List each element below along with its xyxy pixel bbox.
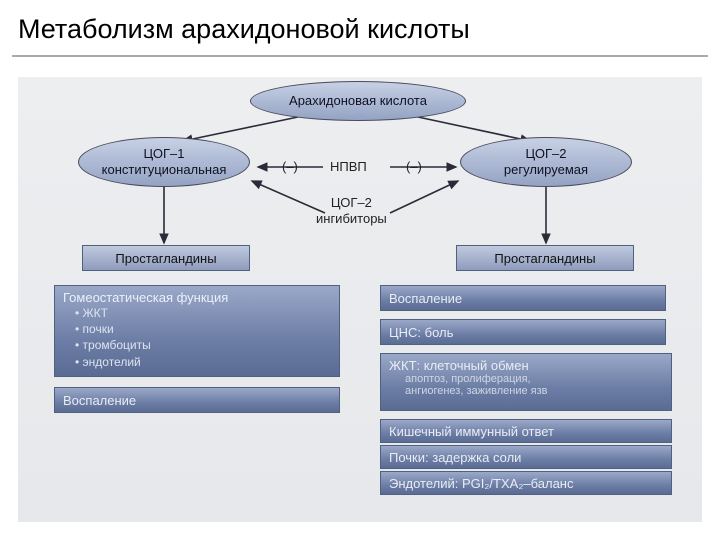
node-pg-right: Простагландины — [456, 245, 634, 271]
node-cox1: ЦОГ–1 конституциональная — [78, 137, 250, 187]
node-pg-right-label: Простагландины — [494, 251, 595, 266]
inflammation-left-label: Воспаление — [63, 393, 136, 408]
homeo-item-2: • почки — [75, 322, 114, 336]
node-arachidonic-label: Арахидоновая кислота — [289, 93, 427, 109]
node-cns-pain: ЦНС: боль — [380, 319, 666, 345]
gi-sub1: апоптоз, пролиферация, — [389, 373, 531, 385]
inflammation-right-label: Воспаление — [389, 291, 462, 306]
kidney-label: Почки: задержка соли — [389, 450, 521, 465]
gut-immune-label: Кишечный иммунный ответ — [389, 424, 554, 439]
node-cox1-line2: конституциональная — [102, 162, 227, 178]
node-endothelium: Эндотелий: PGI₂/TXA₂–баланс — [380, 471, 672, 495]
gi-sub2: ангиогенез, заживление язв — [389, 385, 548, 397]
cns-label: ЦНС: боль — [389, 325, 453, 340]
page-title: Метаболизм арахидоновой кислоты — [0, 0, 720, 55]
node-cox1-line1: ЦОГ–1 — [144, 146, 185, 162]
homeo-item-1: • ЖКТ — [75, 306, 108, 320]
title-divider — [12, 55, 708, 57]
node-gut-immune: Кишечный иммунный ответ — [380, 419, 672, 443]
label-cox2-inh-line2: ингибиторы — [316, 211, 387, 226]
homeo-item-3: • тромбоциты — [75, 338, 151, 352]
label-minus-left: (–) — [282, 159, 298, 174]
node-pg-left: Простагландины — [82, 245, 250, 271]
label-minus-right: (–) — [406, 159, 422, 174]
node-homeostatic: Гомеостатическая функция • ЖКТ • почки •… — [54, 285, 340, 377]
node-inflammation-right: Воспаление — [380, 285, 666, 311]
label-nsaid: НПВП — [330, 159, 367, 174]
diagram-canvas: Арахидоновая кислота ЦОГ–1 конституциона… — [18, 77, 702, 522]
node-cox2-line1: ЦОГ–2 — [526, 146, 567, 162]
node-arachidonic: Арахидоновая кислота — [250, 81, 466, 121]
endo-label: Эндотелий: PGI₂/TXA₂–баланс — [389, 476, 573, 491]
homeo-title: Гомеостатическая функция — [63, 290, 228, 305]
homeo-item-4: • эндотелий — [75, 355, 141, 369]
gi-title: ЖКТ: клеточный обмен — [389, 358, 529, 373]
node-cox2: ЦОГ–2 регулируемая — [460, 137, 632, 187]
label-cox2-inh-line1: ЦОГ–2 — [331, 195, 372, 210]
node-kidney: Почки: задержка соли — [380, 445, 672, 469]
node-cox2-line2: регулируемая — [504, 162, 588, 178]
node-gi-turnover: ЖКТ: клеточный обмен апоптоз, пролиферац… — [380, 353, 672, 411]
node-inflammation-left: Воспаление — [54, 387, 340, 413]
node-pg-left-label: Простагландины — [115, 251, 216, 266]
label-cox2-inhibitors: ЦОГ–2 ингибиторы — [316, 195, 387, 226]
